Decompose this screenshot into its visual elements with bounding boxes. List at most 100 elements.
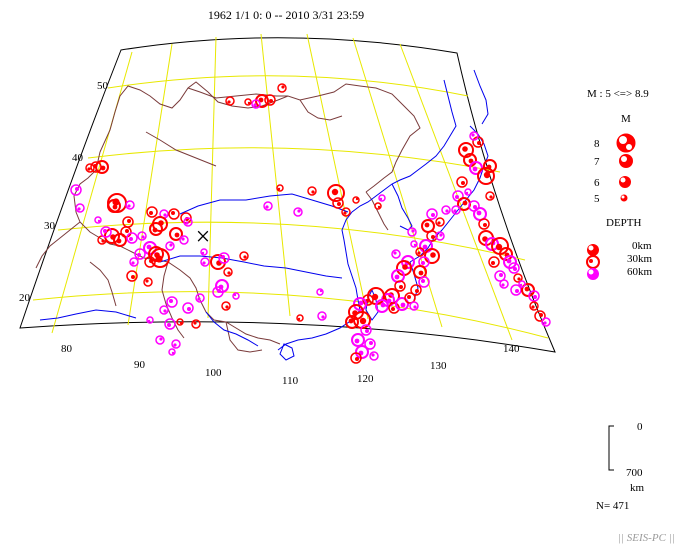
epicenter-marker (113, 233, 127, 247)
lon-label-100: 100 (205, 367, 222, 379)
epicenter-marker (134, 248, 146, 260)
epicenter-marker (120, 226, 132, 238)
epicenter-marker (122, 216, 134, 228)
coast-hainan (279, 343, 295, 361)
epicenter-marker (165, 241, 175, 251)
legend-depth-0-label: 0km (632, 240, 652, 252)
lon-label-110: 110 (282, 375, 299, 387)
epicenter-marker (200, 257, 210, 267)
epicenter-marker (518, 280, 526, 288)
coast-korea (391, 183, 413, 231)
coast-indochina (205, 311, 259, 347)
legend-depth-60-symbol (587, 268, 599, 280)
epicenter-marker (276, 184, 284, 192)
lon-label-120: 120 (357, 373, 374, 385)
epicenter-marker (410, 240, 418, 248)
parallel-20 (32, 291, 549, 339)
epicenter-marker (159, 305, 169, 315)
epicenter-marker (195, 293, 205, 303)
epicenter-marker (171, 339, 181, 349)
epicenter-marker (413, 265, 427, 279)
epicenter-marker (374, 202, 382, 210)
legend-depth-30-label: 30km (627, 253, 653, 265)
epicenter-marker (352, 196, 360, 204)
epicenter-marker (182, 302, 194, 314)
epicenter-marker (100, 226, 112, 238)
epicenter-marker (263, 201, 273, 211)
coastlines (39, 69, 489, 361)
epicenter-marker (125, 200, 135, 210)
meridian-90 (127, 43, 173, 326)
depth-scale-bottom: 700 (626, 467, 643, 479)
epicenter-marker (426, 208, 438, 220)
epicenter-marker (317, 311, 327, 321)
epicenter-marker (394, 280, 406, 292)
legend-mag-7-symbol (619, 154, 633, 168)
epicenter-marker (451, 205, 461, 215)
lon-label-130: 130 (430, 360, 447, 372)
epicenter-marker (426, 230, 438, 242)
legend-mag-5-label: 5 (594, 193, 600, 205)
epicenter-marker (488, 256, 500, 268)
epicenter-marker (360, 324, 372, 336)
lat-label-50: 50 (97, 80, 109, 92)
epicenter-marker (458, 142, 474, 158)
epicenter-marker (251, 99, 261, 109)
epicenter-marker (391, 249, 401, 259)
epicenter-marker (378, 194, 386, 202)
coast-japan (409, 125, 489, 263)
epicenter-marker (212, 286, 224, 298)
river-yangtze (159, 255, 343, 279)
epicenter-marker (95, 160, 109, 174)
epicenter-marker (421, 219, 435, 233)
epicenter-marker (503, 255, 517, 269)
epicenter-marker (223, 267, 233, 277)
cross-marker: × (196, 222, 211, 251)
epicenter-marker (424, 248, 440, 264)
legend-depth-30-symbol (586, 255, 600, 269)
coast-east-china (277, 79, 457, 351)
epicenter-marker (296, 314, 304, 322)
graticule (32, 33, 549, 341)
legend-mag-8-label: 8 (594, 138, 600, 150)
epicenter-marker (169, 227, 183, 241)
epicenter-marker (410, 284, 422, 296)
epicenter-marker (164, 318, 176, 330)
epicenter-marker (277, 83, 287, 93)
coast-japan-north (473, 69, 489, 125)
epicenter-marker (332, 197, 344, 209)
epicenter-marker (483, 159, 497, 173)
epicenter-marker (477, 167, 495, 185)
epicenter-marker (508, 262, 520, 274)
epicenter-marker (316, 288, 324, 296)
epicenter-marker (183, 217, 193, 227)
epicenter-marker (478, 218, 490, 230)
legend-mag-6-symbol (619, 176, 631, 188)
legend-depth-heading: DEPTH (606, 217, 642, 229)
epicenter-marker (166, 296, 178, 308)
epicenter-marker (155, 335, 165, 345)
epicenter-marker (107, 199, 121, 213)
lat-label-30: 30 (44, 220, 56, 232)
epicenter-marker (70, 184, 82, 196)
epicenter-marker (521, 283, 535, 297)
epicenter-marker (485, 191, 495, 201)
lon-label-90: 90 (134, 359, 146, 371)
epicenter-marker (355, 345, 369, 359)
parallel-40 (87, 147, 501, 173)
epicenter-markers (70, 83, 551, 364)
epicenter-marker (499, 279, 509, 289)
epicenter-marker (464, 188, 472, 196)
epicenter-marker (225, 96, 235, 106)
epicenter-marker (415, 247, 425, 257)
parallel-50 (107, 75, 469, 97)
epicenter-marker (168, 348, 176, 356)
epicenter-marker (107, 193, 127, 213)
epicenter-marker (191, 319, 201, 329)
epicenter-marker (473, 207, 487, 221)
legend-mag-7-label: 7 (594, 156, 600, 168)
depth-scale-top: 0 (637, 421, 643, 433)
epicenter-marker (418, 276, 430, 288)
epicenter-marker (345, 315, 359, 329)
